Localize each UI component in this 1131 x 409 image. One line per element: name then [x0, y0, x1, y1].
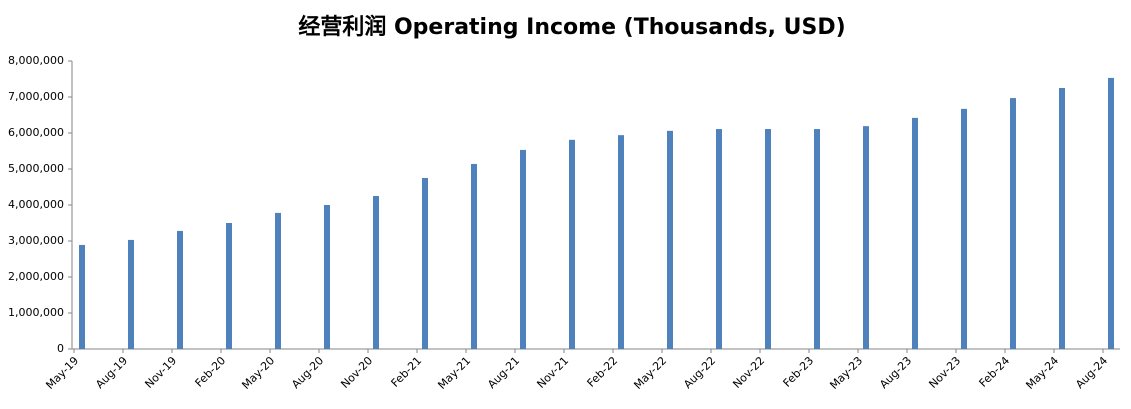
x-tick-label: May-19: [43, 354, 81, 392]
bar: [618, 135, 624, 349]
x-tick-label: May-23: [827, 354, 865, 392]
x-tick-label: Feb-23: [781, 354, 817, 390]
bar: [1059, 88, 1065, 349]
x-tick-label: Aug-23: [877, 354, 914, 391]
x-tick-label: May-20: [239, 354, 277, 392]
x-tick-label: May-22: [631, 354, 669, 392]
x-tick-label: Aug-24: [1073, 354, 1110, 391]
chart-title: 经营利润 Operating Income (Thousands, USD): [298, 14, 845, 40]
bar: [961, 108, 967, 349]
bar: [814, 129, 820, 349]
x-tick-label: Feb-24: [977, 354, 1013, 390]
x-tick-label: Nov-21: [534, 354, 571, 391]
bar: [569, 139, 575, 349]
y-tick-label: 8,000,000: [8, 54, 64, 67]
bar: [471, 163, 477, 349]
bar: [1010, 98, 1016, 349]
bar: [128, 239, 134, 349]
y-tick-label: 5,000,000: [8, 162, 64, 175]
bar: [912, 117, 918, 349]
bar: [324, 205, 330, 349]
bar: [275, 212, 281, 349]
x-tick-label: Aug-22: [681, 354, 718, 391]
x-tick-label: Nov-20: [338, 354, 375, 391]
x-tick-label: May-24: [1023, 354, 1061, 392]
bar: [373, 196, 379, 349]
x-tick-label: Aug-20: [289, 354, 326, 391]
bar: [716, 129, 722, 349]
y-tick-label: 2,000,000: [8, 270, 64, 283]
x-tick-label: Nov-23: [926, 354, 963, 391]
y-tick-label: 0: [57, 342, 64, 355]
y-tick-label: 6,000,000: [8, 126, 64, 139]
y-tick-label: 7,000,000: [8, 90, 64, 103]
y-tick-label: 3,000,000: [8, 234, 64, 247]
bar: [520, 149, 526, 349]
x-tick-label: Feb-21: [389, 354, 425, 390]
x-tick-label: Nov-19: [142, 354, 179, 391]
y-tick-label: 4,000,000: [8, 198, 64, 211]
bar: [226, 223, 232, 349]
bar: [79, 244, 85, 349]
x-tick-label: Feb-22: [585, 354, 621, 390]
bar: [177, 230, 183, 349]
bar: [422, 178, 428, 349]
x-tick-label: Nov-22: [730, 354, 767, 391]
bar: [667, 130, 673, 349]
x-tick-label: Aug-19: [93, 354, 130, 391]
bar: [765, 129, 771, 349]
x-tick-label: May-21: [435, 354, 473, 392]
x-tick-label: Aug-21: [485, 354, 522, 391]
y-tick-label: 1,000,000: [8, 306, 64, 319]
bar: [863, 126, 869, 349]
x-tick-label: Feb-20: [193, 354, 229, 390]
bar: [1108, 77, 1114, 350]
